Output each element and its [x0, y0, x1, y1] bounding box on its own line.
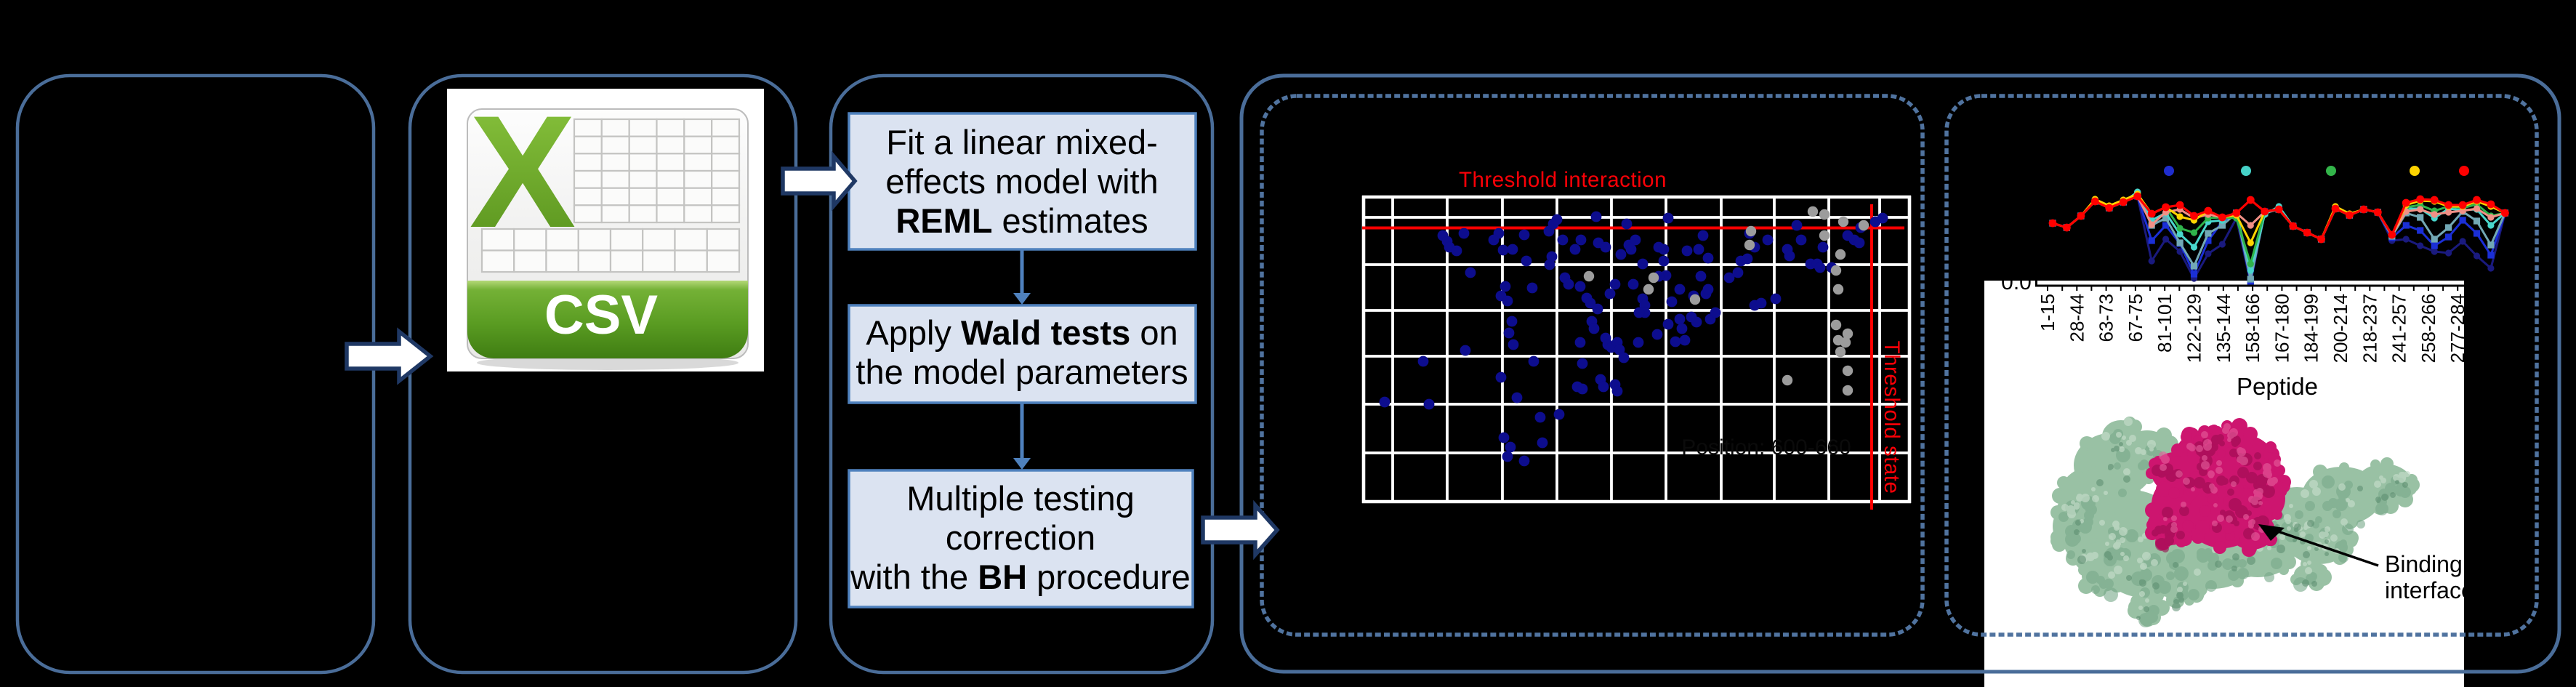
svg-text:184-199: 184-199: [2301, 294, 2322, 363]
svg-text:correction: correction: [946, 518, 1095, 557]
svg-text:135-144: 135-144: [2213, 294, 2234, 363]
svg-text:with the BH procedure: with the BH procedure: [850, 558, 1191, 596]
svg-text:63-73: 63-73: [2096, 294, 2117, 342]
svg-text:CSV: CSV: [544, 284, 659, 346]
svg-text:Position: 600-660: Position: 600-660: [1681, 435, 1851, 459]
svg-text:Binding: Binding: [2385, 551, 2463, 577]
svg-text:interface: interface: [2385, 577, 2474, 603]
svg-text:158-166: 158-166: [2242, 294, 2263, 363]
svg-text:200-214: 200-214: [2330, 294, 2351, 363]
svg-text:Apply Wald tests on: Apply Wald tests on: [866, 313, 1178, 352]
svg-text:122-129: 122-129: [2183, 294, 2205, 363]
svg-text:effects model with: effects model with: [885, 162, 1158, 201]
svg-text:X: X: [470, 82, 576, 261]
svg-text:the model parameters: the model parameters: [856, 353, 1188, 391]
svg-text:Threshold interaction: Threshold interaction: [1459, 168, 1667, 192]
svg-text:Fit a linear mixed-: Fit a linear mixed-: [886, 123, 1158, 161]
svg-text:Peptide: Peptide: [2237, 373, 2318, 400]
svg-text:81-101: 81-101: [2154, 294, 2175, 353]
svg-text:Threshold state: Threshold state: [1880, 341, 1904, 494]
svg-text:28-44: 28-44: [2066, 294, 2088, 342]
svg-text:1-15: 1-15: [2037, 294, 2058, 332]
svg-text:Multiple testing: Multiple testing: [906, 479, 1135, 518]
svg-text:0.0: 0.0: [2001, 270, 2032, 294]
svg-text:241-257: 241-257: [2388, 294, 2410, 363]
svg-text:67-75: 67-75: [2125, 294, 2146, 342]
svg-text:167-180: 167-180: [2271, 294, 2293, 363]
svg-text:277-284: 277-284: [2447, 294, 2468, 363]
svg-text:218-237: 218-237: [2359, 294, 2380, 363]
svg-text:258-266: 258-266: [2418, 294, 2439, 363]
svg-text:REML estimates: REML estimates: [895, 201, 1148, 240]
